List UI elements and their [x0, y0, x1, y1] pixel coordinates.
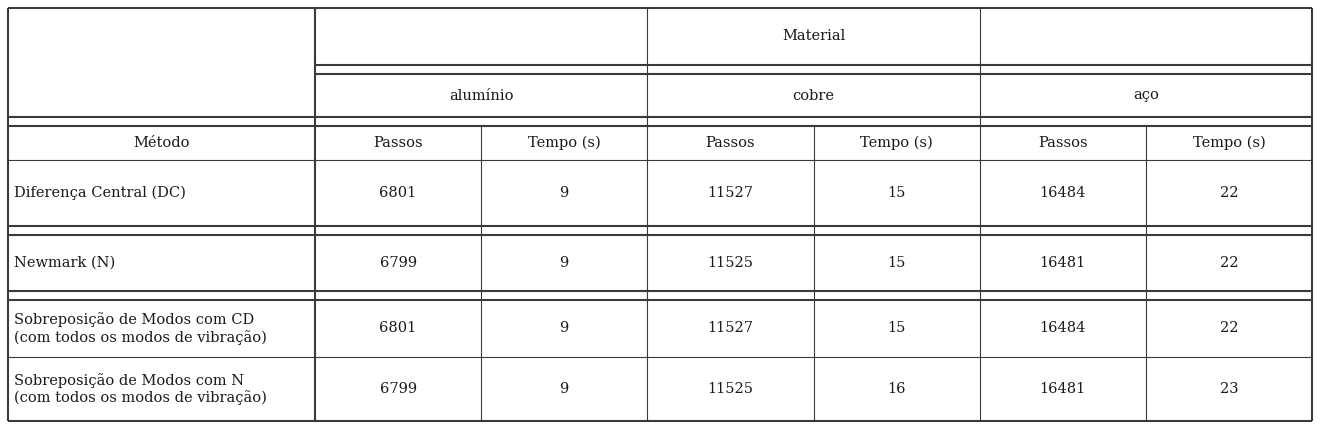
- Text: 11525: 11525: [708, 256, 754, 270]
- Text: 22: 22: [1220, 186, 1238, 200]
- Text: alumínio: alumínio: [449, 88, 513, 103]
- Text: 16484: 16484: [1040, 321, 1086, 335]
- Text: 6801: 6801: [379, 321, 417, 335]
- Text: Newmark (N): Newmark (N): [15, 256, 115, 270]
- Text: 11527: 11527: [708, 321, 754, 335]
- Text: Passos: Passos: [374, 136, 422, 150]
- Text: aço: aço: [1133, 88, 1159, 103]
- Text: 23: 23: [1220, 382, 1238, 396]
- Text: 22: 22: [1220, 256, 1238, 270]
- Text: 16481: 16481: [1040, 256, 1086, 270]
- Text: 6801: 6801: [379, 186, 417, 200]
- Text: 6799: 6799: [380, 256, 417, 270]
- Text: Passos: Passos: [706, 136, 755, 150]
- Text: 6799: 6799: [380, 382, 417, 396]
- Text: 11527: 11527: [708, 186, 754, 200]
- Text: Sobreposição de Modos com CD
(com todos os modos de vibração): Sobreposição de Modos com CD (com todos …: [15, 312, 267, 344]
- Text: cobre: cobre: [792, 88, 834, 103]
- Text: 11525: 11525: [708, 382, 754, 396]
- Text: 15: 15: [887, 256, 906, 270]
- Text: 15: 15: [887, 186, 906, 200]
- Text: 16484: 16484: [1040, 186, 1086, 200]
- Text: Material: Material: [781, 30, 845, 43]
- Text: Tempo (s): Tempo (s): [861, 136, 933, 150]
- Text: Passos: Passos: [1038, 136, 1088, 150]
- Text: 9: 9: [560, 256, 569, 270]
- Text: 9: 9: [560, 321, 569, 335]
- Text: Tempo (s): Tempo (s): [528, 136, 601, 150]
- Text: Diferença Central (DC): Diferença Central (DC): [15, 186, 186, 200]
- Text: Método: Método: [133, 136, 190, 150]
- Text: Tempo (s): Tempo (s): [1192, 136, 1266, 150]
- Text: 22: 22: [1220, 321, 1238, 335]
- Text: 9: 9: [560, 382, 569, 396]
- Text: 16: 16: [887, 382, 906, 396]
- Text: 16481: 16481: [1040, 382, 1086, 396]
- Text: 15: 15: [887, 321, 906, 335]
- Text: 9: 9: [560, 186, 569, 200]
- Text: Sobreposição de Modos com N
(com todos os modos de vibração): Sobreposição de Modos com N (com todos o…: [15, 373, 267, 405]
